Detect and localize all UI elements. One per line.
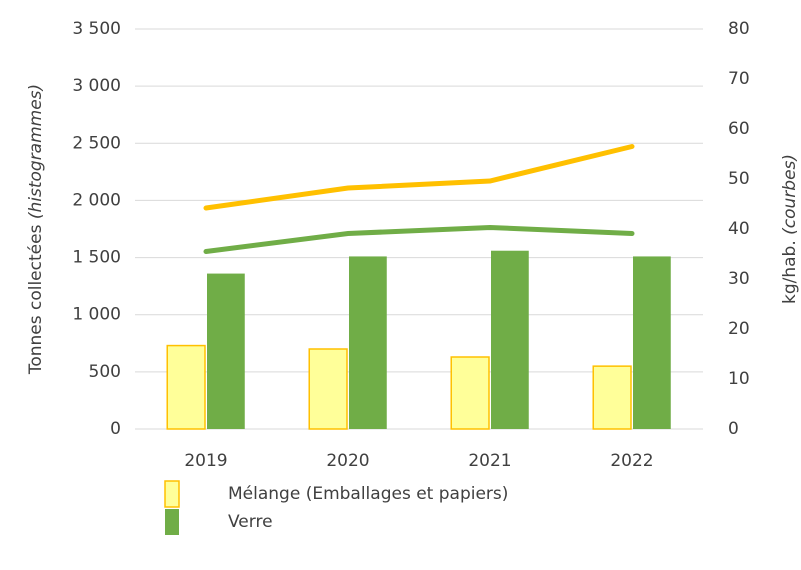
y-axis-title: Tonnes collectées (histogrammes) (26, 84, 46, 375)
y2-tick-label: 70 (728, 69, 750, 89)
y2-tick-label: 60 (728, 119, 750, 139)
bar (633, 256, 671, 429)
y2-tick-label: 80 (728, 19, 750, 39)
y2-axis-title-note: (courbes) (780, 154, 800, 235)
x-tick-label: 2022 (610, 451, 653, 471)
y2-tick-label: 40 (728, 219, 750, 239)
bar (166, 344, 206, 430)
bar (349, 256, 387, 429)
y-axis-title-note: (histogrammes) (26, 84, 46, 219)
x-tick-label: 2020 (326, 451, 369, 471)
bar (308, 348, 348, 430)
legend-label: Verre (228, 512, 273, 532)
y-tick-label: 1 000 (72, 305, 121, 325)
legend-swatch (165, 509, 179, 535)
bar (450, 356, 490, 430)
y2-tick-label: 10 (728, 369, 750, 389)
y2-tick-label: 30 (728, 269, 750, 289)
y2-tick-label: 0 (728, 419, 739, 439)
bar (207, 273, 245, 429)
y-tick-label: 1 500 (72, 248, 121, 268)
y2-tick-label: 20 (728, 319, 750, 339)
legend-label: Mélange (Emballages et papiers) (228, 484, 508, 504)
bar (491, 250, 529, 429)
y-tick-label: 0 (110, 419, 121, 439)
y-axis-title-text: Tonnes collectées (26, 224, 46, 375)
y-tick-label: 2 500 (72, 133, 121, 153)
y2-tick-label: 50 (728, 169, 750, 189)
y2-axis-title: kg/hab. (courbes) (780, 154, 800, 304)
y2-axis-title-text: kg/hab. (780, 240, 800, 304)
y-tick-label: 3 000 (72, 76, 121, 96)
y-tick-label: 3 500 (72, 19, 121, 39)
y-tick-label: 2 000 (72, 190, 121, 210)
y-tick-label: 500 (89, 362, 121, 382)
line (203, 224, 635, 254)
x-tick-label: 2019 (184, 451, 227, 471)
legend-swatch (164, 480, 180, 508)
line (203, 144, 635, 211)
x-tick-label: 2021 (468, 451, 511, 471)
bar (592, 365, 632, 430)
